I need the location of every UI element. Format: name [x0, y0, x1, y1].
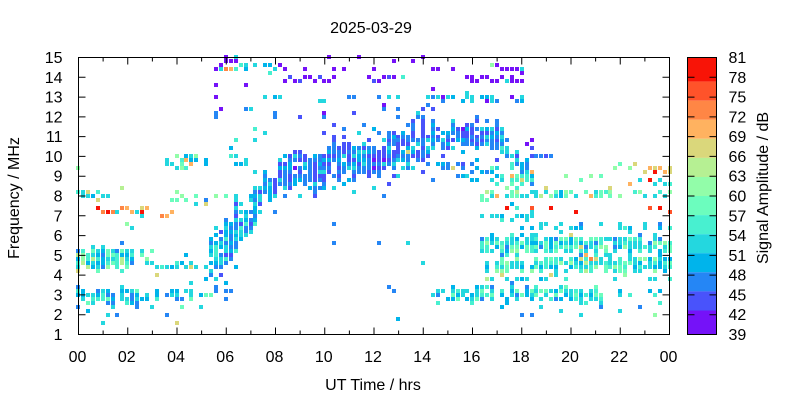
svg-text:48: 48	[729, 268, 747, 285]
svg-text:63: 63	[729, 169, 747, 186]
svg-text:42: 42	[729, 307, 747, 324]
svg-text:9: 9	[54, 169, 63, 186]
svg-text:8: 8	[54, 189, 63, 206]
svg-text:7: 7	[54, 208, 63, 225]
svg-text:1: 1	[54, 327, 63, 344]
svg-text:20: 20	[561, 349, 579, 366]
svg-text:2025-03-29: 2025-03-29	[330, 20, 412, 37]
svg-text:6: 6	[54, 228, 63, 245]
svg-text:Frequency / MHz: Frequency / MHz	[6, 137, 23, 259]
svg-text:10: 10	[45, 149, 63, 166]
svg-text:04: 04	[167, 349, 185, 366]
svg-text:3: 3	[54, 287, 63, 304]
svg-text:72: 72	[729, 109, 747, 126]
svg-text:15: 15	[45, 50, 63, 67]
svg-text:Signal Amplitude / dB: Signal Amplitude / dB	[755, 112, 772, 264]
svg-text:13: 13	[45, 90, 63, 107]
svg-text:5: 5	[54, 248, 63, 265]
svg-text:66: 66	[729, 149, 747, 166]
svg-text:57: 57	[729, 208, 747, 225]
svg-text:11: 11	[46, 129, 63, 146]
svg-text:2: 2	[54, 307, 63, 324]
svg-text:75: 75	[729, 90, 747, 107]
svg-text:54: 54	[729, 228, 747, 245]
svg-text:06: 06	[216, 349, 234, 366]
svg-text:02: 02	[118, 349, 136, 366]
svg-text:14: 14	[413, 349, 431, 366]
svg-text:UT Time / hrs: UT Time / hrs	[325, 377, 421, 394]
svg-text:39: 39	[729, 327, 747, 344]
svg-text:51: 51	[729, 248, 747, 265]
svg-text:16: 16	[463, 349, 481, 366]
svg-text:22: 22	[610, 349, 628, 366]
svg-text:78: 78	[729, 70, 747, 87]
svg-text:00: 00	[69, 349, 87, 366]
svg-text:4: 4	[54, 268, 63, 285]
svg-text:69: 69	[729, 129, 747, 146]
svg-text:45: 45	[729, 287, 747, 304]
svg-text:18: 18	[512, 349, 530, 366]
svg-text:08: 08	[266, 349, 284, 366]
svg-text:00: 00	[660, 349, 678, 366]
svg-text:14: 14	[45, 70, 63, 87]
svg-text:12: 12	[364, 349, 382, 366]
svg-text:10: 10	[315, 349, 333, 366]
svg-text:81: 81	[729, 50, 747, 67]
svg-text:12: 12	[45, 109, 63, 126]
svg-text:60: 60	[729, 189, 747, 206]
